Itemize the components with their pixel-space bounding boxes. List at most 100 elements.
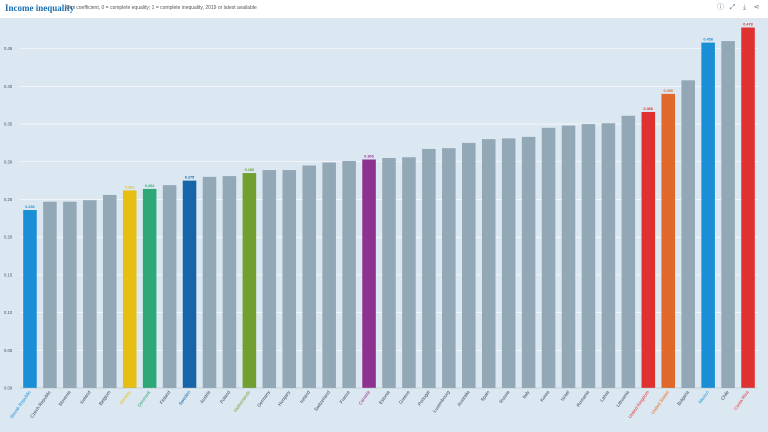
chart-title: Income inequality <box>5 3 75 13</box>
chart-header: Income inequality Gini coefficient, 0 = … <box>0 0 768 19</box>
chart-subtitle: Gini coefficient, 0 = complete equality;… <box>66 5 257 11</box>
bar <box>302 165 316 388</box>
y-tick-label: 0.05 <box>4 348 13 353</box>
bar <box>501 138 516 388</box>
bar <box>202 176 217 388</box>
data-label: 0.275 <box>185 176 195 180</box>
x-tick-label: Romania <box>576 389 591 407</box>
x-tick-label: Latvia <box>599 389 610 402</box>
x-tick-label: Czech Republic <box>29 389 52 419</box>
x-tick-label: Canada <box>358 389 372 405</box>
y-tick-label: 0.40 <box>4 84 13 89</box>
bar <box>641 111 656 388</box>
y-tick-label: 0.15 <box>4 272 13 277</box>
bar <box>182 180 197 388</box>
bar <box>422 148 436 388</box>
x-tick-label: Portugal <box>417 390 431 407</box>
x-tick-label: Finland <box>159 389 172 405</box>
x-tick-label: Austria <box>199 389 212 404</box>
bar <box>102 194 117 388</box>
x-tick-label: Ireland <box>299 389 311 404</box>
x-tick-label: Estonia <box>378 389 391 405</box>
bar <box>362 159 376 388</box>
x-tick-label: Bulgaria <box>676 389 690 406</box>
x-tick-label: Hungary <box>277 389 291 407</box>
y-tick-label: 0.20 <box>4 235 13 240</box>
data-label: 0.458 <box>703 38 713 42</box>
bar <box>322 162 336 388</box>
bar-chart: 0.00 0.05 0.10 0.15 0.20 0.25 0.30 0.35 0.40 0.45… <box>4 23 758 420</box>
x-tick-label: Netherlands <box>233 389 252 413</box>
data-label: 0.262 <box>125 185 135 189</box>
bar <box>43 201 57 388</box>
y-tick-label: 0.25 <box>4 197 13 202</box>
data-label: 0.303 <box>364 154 374 158</box>
x-tick-label: Poland <box>219 389 232 404</box>
bar <box>521 136 536 388</box>
x-tick-label: Chile <box>720 389 730 401</box>
x-tick-label: Mexico <box>698 389 711 404</box>
x-tick-label: Denmark <box>137 389 152 408</box>
data-label: 0.236 <box>25 205 35 209</box>
x-tick-label: Italy <box>522 389 531 399</box>
bar <box>661 93 676 388</box>
y-tick-label: 0.45 <box>4 46 13 51</box>
data-label: 0.390 <box>663 89 673 93</box>
bar <box>122 190 137 388</box>
x-tick-label: Slovenia <box>57 389 71 407</box>
bar <box>601 123 616 388</box>
bar <box>142 188 157 388</box>
share-icon[interactable]: ⋖ <box>753 4 760 11</box>
expand-icon[interactable]: ⤢ <box>729 4 736 11</box>
bar <box>63 201 77 388</box>
y-tick-label: 0.30 <box>4 159 13 164</box>
x-tick-label: Slovak Republic <box>9 389 32 419</box>
x-tick-label: Norway <box>118 389 131 405</box>
download-icon[interactable]: ⤓ <box>742 4 747 11</box>
bar <box>462 142 476 388</box>
x-tick-label: Greece <box>398 389 411 405</box>
x-tick-label: United States <box>650 389 670 415</box>
bar <box>382 157 396 388</box>
data-label: 0.264 <box>145 184 155 188</box>
bar <box>681 80 695 389</box>
x-tick-label: Germany <box>256 389 271 408</box>
x-tick-label: Belgium <box>98 390 112 407</box>
data-label: 0.366 <box>644 107 654 111</box>
x-tick-label: Luxembourg <box>432 389 451 413</box>
x-tick-label: Australia <box>456 389 471 407</box>
plot-area: 0.00 0.05 0.10 0.15 0.20 0.25 0.30 0.35 0.40 0.45… <box>0 19 768 432</box>
bar <box>282 170 297 388</box>
bar <box>23 210 37 388</box>
bar <box>581 124 596 389</box>
x-tick-label: Lithuania <box>615 389 630 408</box>
x-tick-label: Sweden <box>178 389 192 406</box>
bar <box>701 42 715 388</box>
bar <box>242 173 257 388</box>
bar <box>541 127 556 388</box>
x-tick-label: Korea <box>539 389 550 402</box>
y-tick-label: 0.00 <box>4 386 13 391</box>
toolbar: ⓘ ⤢ ⤓ ⋖ <box>717 4 760 11</box>
data-label: 0.285 <box>245 168 255 172</box>
bar <box>561 125 576 389</box>
x-tick-label: Israel <box>560 390 571 402</box>
info-icon[interactable]: ⓘ <box>717 4 724 11</box>
bar <box>162 185 177 388</box>
x-tick-label: Costa Rica <box>733 389 750 411</box>
bar <box>402 157 416 388</box>
bar <box>222 176 237 388</box>
bar <box>262 170 277 388</box>
bar <box>83 200 97 388</box>
x-tick-label: Switzerland <box>313 389 331 412</box>
x-tick-label: France <box>339 389 352 404</box>
y-tick-label: 0.35 <box>4 122 13 127</box>
bar <box>621 115 636 388</box>
bar <box>442 148 456 388</box>
bar <box>342 160 356 388</box>
y-tick-label: 0.10 <box>4 310 13 315</box>
data-label: 0.478 <box>743 23 753 27</box>
x-tick-label: Iceland <box>79 389 92 404</box>
bar <box>721 41 735 388</box>
bar <box>741 27 755 389</box>
